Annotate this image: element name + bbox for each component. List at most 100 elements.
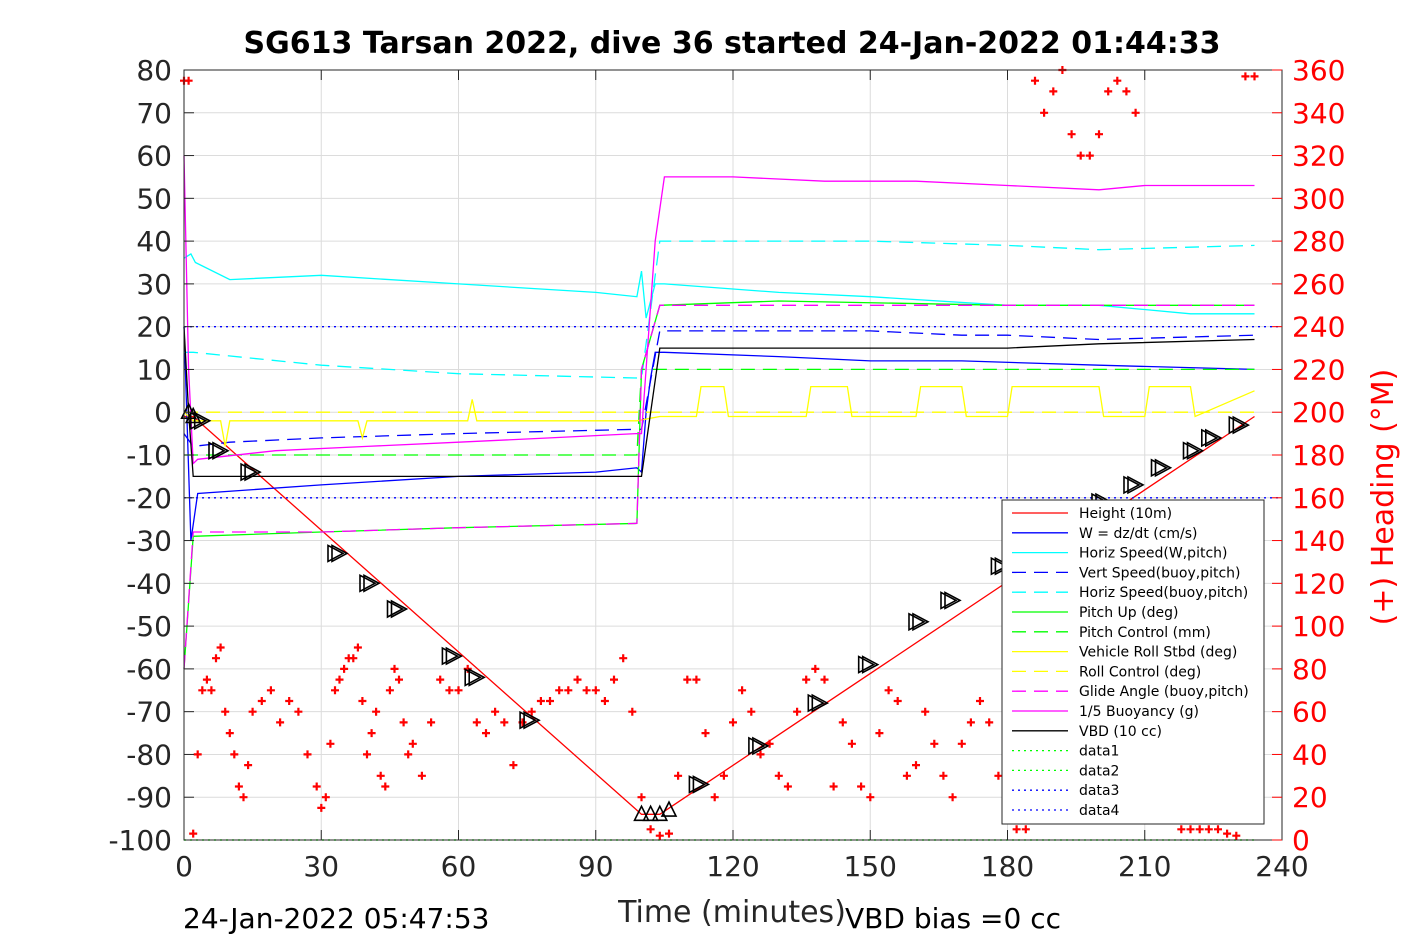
heading-layer xyxy=(180,66,1259,840)
heading-point xyxy=(756,750,765,759)
y2-tick-label: 0 xyxy=(1292,824,1310,857)
heading-point xyxy=(363,750,371,759)
heading-point xyxy=(1195,825,1204,834)
heading-point xyxy=(472,718,481,727)
heading-point xyxy=(184,76,193,85)
heading-point xyxy=(276,718,285,727)
triangle-right-marker-echo xyxy=(193,411,212,431)
heading-point xyxy=(866,793,875,802)
legend-entry-label: Pitch Control (mm) xyxy=(1079,625,1211,641)
triangle-right-marker-echo xyxy=(1232,415,1250,435)
triangle-right-marker xyxy=(208,441,226,461)
heading-point xyxy=(1241,72,1250,81)
heading-point xyxy=(893,697,902,705)
heading-point xyxy=(1049,87,1058,96)
heading-point xyxy=(445,686,454,695)
heading-point xyxy=(1223,829,1232,838)
triangle-right-marker xyxy=(359,573,377,593)
triangle-right-marker-echo xyxy=(1127,475,1145,495)
x-tick-label: 180 xyxy=(981,850,1034,883)
footer-timestamp: 24-Jan-2022 05:47:53 xyxy=(183,902,489,935)
heading-point xyxy=(340,664,349,673)
heading-point xyxy=(811,664,820,673)
y2-tick-label: 120 xyxy=(1292,567,1345,600)
heading-point xyxy=(527,707,536,716)
heading-point xyxy=(875,729,884,738)
heading-point xyxy=(1085,151,1094,160)
heading-point xyxy=(912,761,920,770)
triangle-right-marker-echo xyxy=(1186,441,1205,461)
heading-point xyxy=(985,718,994,727)
y2-tick-label: 60 xyxy=(1292,696,1328,729)
y-tick-label: 40 xyxy=(136,225,172,258)
heading-point xyxy=(930,739,939,748)
heading-point xyxy=(774,771,783,780)
heading-point xyxy=(353,643,362,652)
heading-point xyxy=(610,675,618,684)
heading-point xyxy=(628,707,637,716)
heading-point xyxy=(326,739,335,748)
heading-point xyxy=(692,675,701,684)
heading-point xyxy=(1012,825,1021,834)
heading-point xyxy=(221,707,230,716)
heading-point xyxy=(600,697,609,705)
heading-point xyxy=(317,803,326,812)
y-tick-label: 20 xyxy=(136,311,172,344)
heading-point xyxy=(349,654,358,663)
heading-point xyxy=(436,675,445,684)
heading-point xyxy=(884,686,893,695)
triangle-right-marker-echo xyxy=(811,693,829,713)
triangle-right-marker-echo xyxy=(861,655,880,674)
heading-point xyxy=(1095,130,1103,139)
triangle-up-marker xyxy=(184,406,202,424)
y2-tick-label: 320 xyxy=(1292,140,1345,173)
heading-point xyxy=(783,782,792,791)
heading-point xyxy=(765,739,774,748)
legend-entry-label: data3 xyxy=(1079,783,1119,799)
triangle-right-marker xyxy=(807,693,825,713)
heading-point xyxy=(367,729,376,738)
heading-point xyxy=(321,793,330,802)
x-tick-label: 60 xyxy=(441,850,477,883)
heading-point xyxy=(225,729,234,738)
heading-point xyxy=(198,686,207,695)
triangle-right-marker-echo xyxy=(445,646,464,666)
heading-point xyxy=(454,686,463,695)
y2-tick-label: 240 xyxy=(1292,311,1345,344)
footer-vbd-bias: VBD bias =0 cc xyxy=(845,902,1061,935)
heading-point xyxy=(573,675,582,684)
triangle-up-marker xyxy=(660,800,678,817)
y-tick-label: -50 xyxy=(126,610,172,643)
heading-point xyxy=(646,825,655,834)
y-tick-label: -60 xyxy=(126,653,172,686)
x-tick-label: 0 xyxy=(175,850,193,883)
series-line-7 xyxy=(183,385,1255,447)
heading-point xyxy=(482,729,490,738)
heading-point xyxy=(976,697,984,705)
heading-point xyxy=(1204,825,1213,834)
heading-point xyxy=(1131,108,1140,117)
y-tick-label: -30 xyxy=(126,525,172,558)
heading-point xyxy=(546,697,554,705)
triangle-right-marker xyxy=(940,591,958,610)
heading-point xyxy=(294,707,303,716)
heading-point xyxy=(408,739,417,748)
heading-point xyxy=(582,686,591,695)
y2-tick-label: 360 xyxy=(1292,54,1345,87)
heading-point xyxy=(957,739,966,748)
y-tick-label: 60 xyxy=(136,140,172,173)
y-tick-label: -90 xyxy=(126,781,172,814)
heading-point xyxy=(234,782,243,791)
heading-point xyxy=(948,793,957,802)
heading-point xyxy=(555,686,564,695)
heading-point xyxy=(417,771,426,780)
y-tick-label: -70 xyxy=(126,696,172,729)
triangle-right-marker xyxy=(464,668,482,687)
legend-entry-label: Glide Angle (buoy,pitch) xyxy=(1079,684,1249,700)
heading-point xyxy=(395,675,403,684)
heading-point xyxy=(358,697,367,705)
x-tick-label: 210 xyxy=(1118,850,1171,883)
y-tick-label: -80 xyxy=(126,738,172,771)
heading-point xyxy=(202,675,211,684)
heading-point xyxy=(719,771,728,780)
